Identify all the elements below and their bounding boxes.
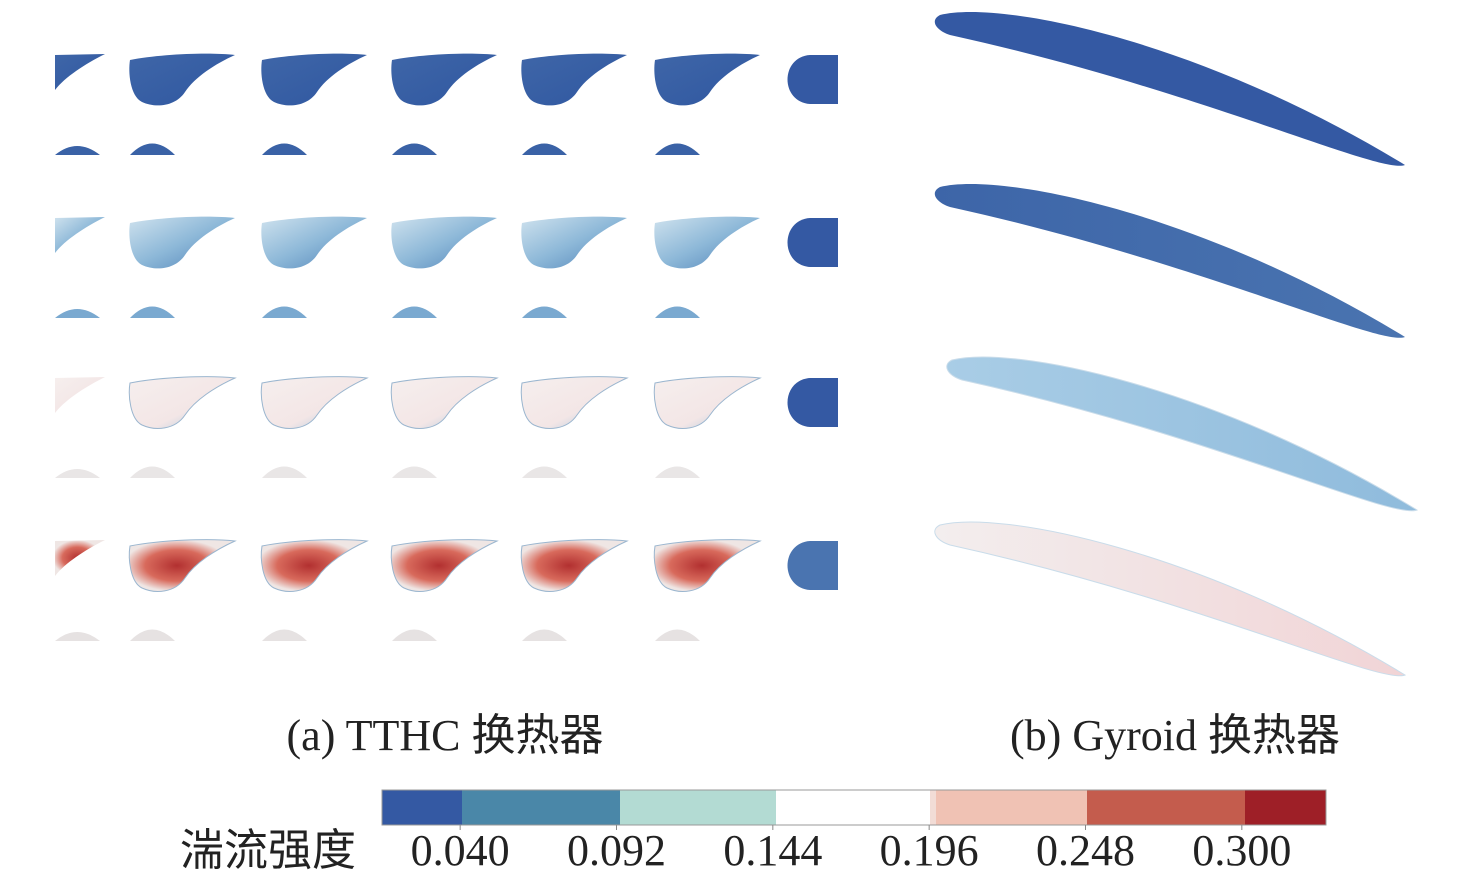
- colorbar-tick-label: 0.144: [723, 826, 822, 875]
- tthc-cap: [130, 306, 175, 318]
- tthc-cell: [653, 539, 762, 592]
- gyroid-cell: [934, 521, 1407, 677]
- tthc-cell: [260, 376, 369, 429]
- gyroid-cell: [934, 184, 1405, 338]
- tthc-end: [787, 55, 838, 104]
- tthc-cell: [261, 216, 367, 269]
- tthc-cap: [130, 629, 175, 641]
- tthc-cell: [55, 217, 105, 253]
- tthc-cap: [392, 143, 437, 155]
- tthc-cell: [391, 216, 497, 269]
- tthc-cell: [391, 53, 497, 106]
- tthc-cell: [55, 540, 105, 576]
- tthc-cell: [653, 376, 762, 429]
- tthc-cell: [55, 54, 105, 90]
- tthc-cap: [262, 466, 307, 478]
- tthc-cap: [392, 466, 437, 478]
- colorbar: [381, 789, 1327, 826]
- tthc-cell: [654, 216, 760, 269]
- tthc-cell: [128, 376, 237, 429]
- tthc-cap: [392, 306, 437, 318]
- tthc-cell: [390, 376, 499, 429]
- tthc-cap: [655, 143, 700, 155]
- tthc-cap: [55, 309, 100, 318]
- tthc-cell: [260, 539, 369, 592]
- tthc-cap: [655, 306, 700, 318]
- tthc-cell: [390, 539, 499, 592]
- tthc-cell: [521, 216, 627, 269]
- tthc-cell: [654, 53, 760, 106]
- tthc-cap: [392, 629, 437, 641]
- gyroid-cell: [946, 356, 1419, 512]
- tthc-cap: [522, 629, 567, 641]
- tthc-cap: [655, 629, 700, 641]
- tthc-cap: [522, 466, 567, 478]
- tthc-cap: [55, 632, 100, 641]
- tthc-cap: [130, 466, 175, 478]
- tthc-cell: [520, 539, 629, 592]
- tthc-cap: [262, 306, 307, 318]
- tthc-end: [787, 218, 838, 267]
- colorbar-tick-label: 0.040: [411, 826, 510, 875]
- colorbar-tick-label: 0.196: [880, 826, 979, 875]
- tthc-cap: [262, 629, 307, 641]
- tthc-cell: [521, 53, 627, 106]
- gyroid-cell: [934, 12, 1405, 166]
- colorbar-tick-label: 0.300: [1192, 826, 1291, 875]
- tthc-cap: [262, 143, 307, 155]
- colorbar-label: 湍流强度: [180, 826, 356, 875]
- tthc-end: [787, 541, 838, 590]
- tthc-cell: [520, 376, 629, 429]
- tthc-cap: [655, 466, 700, 478]
- tthc-cap: [55, 469, 100, 478]
- tthc-cap: [522, 143, 567, 155]
- colorbar-ticks: 0.040 0.092 0.144 0.196 0.248 0.300: [411, 825, 1291, 875]
- tthc-cell: [55, 377, 105, 413]
- tthc-cap: [55, 146, 100, 155]
- tthc-cell: [128, 539, 237, 592]
- tthc-cell: [129, 53, 235, 106]
- contour-images: [55, 12, 1419, 677]
- tthc-cell: [261, 53, 367, 106]
- tthc-cap: [522, 306, 567, 318]
- colorbar-tick-label: 0.248: [1036, 826, 1135, 875]
- panel-caption: (b) Gyroid 换热器: [1010, 711, 1340, 760]
- tthc-cap: [130, 143, 175, 155]
- panel-caption: (a) TTHC 换热器: [287, 711, 604, 760]
- tthc-cell: [129, 216, 235, 269]
- colorbar-tick-label: 0.092: [567, 826, 666, 875]
- tthc-end: [787, 378, 838, 427]
